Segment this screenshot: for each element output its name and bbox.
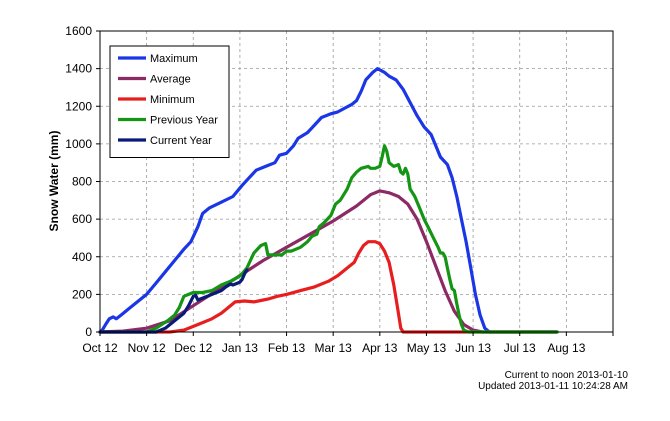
y-tick-labels: 0 200 400 600 800 1000 1200 1400 1600 [65, 24, 92, 339]
y-tick-label: 400 [72, 250, 92, 264]
y-tick-label: 0 [85, 325, 92, 339]
grid [100, 30, 613, 332]
y-tick-label: 1000 [65, 137, 92, 151]
x-tick-label: Mar 13 [315, 341, 353, 355]
y-tick-label: 200 [72, 287, 92, 301]
series-line-current-year [98, 268, 249, 334]
series-line-maximum [98, 67, 559, 334]
y-axis-label: Snow Water (mm) [47, 131, 61, 232]
footer-current-to: Current to noon 2013-01-10 [504, 370, 628, 381]
x-tick-label: Jun 13 [455, 341, 491, 355]
x-tick-label: Nov 12 [128, 341, 166, 355]
legend: Maximum Average Minimum Previous Year Curren… [109, 45, 230, 158]
x-tick-label: May 13 [407, 341, 447, 355]
x-tick-label: Aug 13 [547, 341, 585, 355]
y-tick-label: 800 [72, 175, 92, 189]
series-group [98, 67, 559, 334]
series-line-minimum [98, 240, 559, 334]
y-tick-label: 1200 [65, 99, 92, 113]
legend-label-previous-year: Previous Year [150, 115, 218, 127]
x-tick-label: Feb 13 [268, 341, 306, 355]
x-tick-label: Dec 12 [174, 341, 212, 355]
x-tick-label: Jan 13 [222, 341, 258, 355]
axes [96, 30, 614, 336]
series-line-previous-year [98, 144, 559, 334]
series-line-average [98, 189, 559, 334]
x-tick-label: Apr 13 [362, 341, 398, 355]
legend-label-maximum: Maximum [150, 53, 198, 65]
x-tick-label: Oct 12 [82, 341, 118, 355]
legend-label-current-year: Current Year [150, 135, 212, 147]
legend-label-average: Average [150, 74, 191, 86]
footer-updated: Updated 2013-01-11 10:24:28 AM [478, 381, 628, 392]
y-tick-label: 1600 [65, 24, 92, 38]
legend-label-minimum: Minimum [150, 94, 195, 106]
y-tick-label: 600 [72, 212, 92, 226]
x-tick-labels: Oct 12 Nov 12 Dec 12 Jan 13 Feb 13 Mar 13 Apr … [82, 341, 585, 355]
x-tick-label: Jul 13 [504, 341, 536, 355]
y-tick-label: 1400 [65, 62, 92, 76]
